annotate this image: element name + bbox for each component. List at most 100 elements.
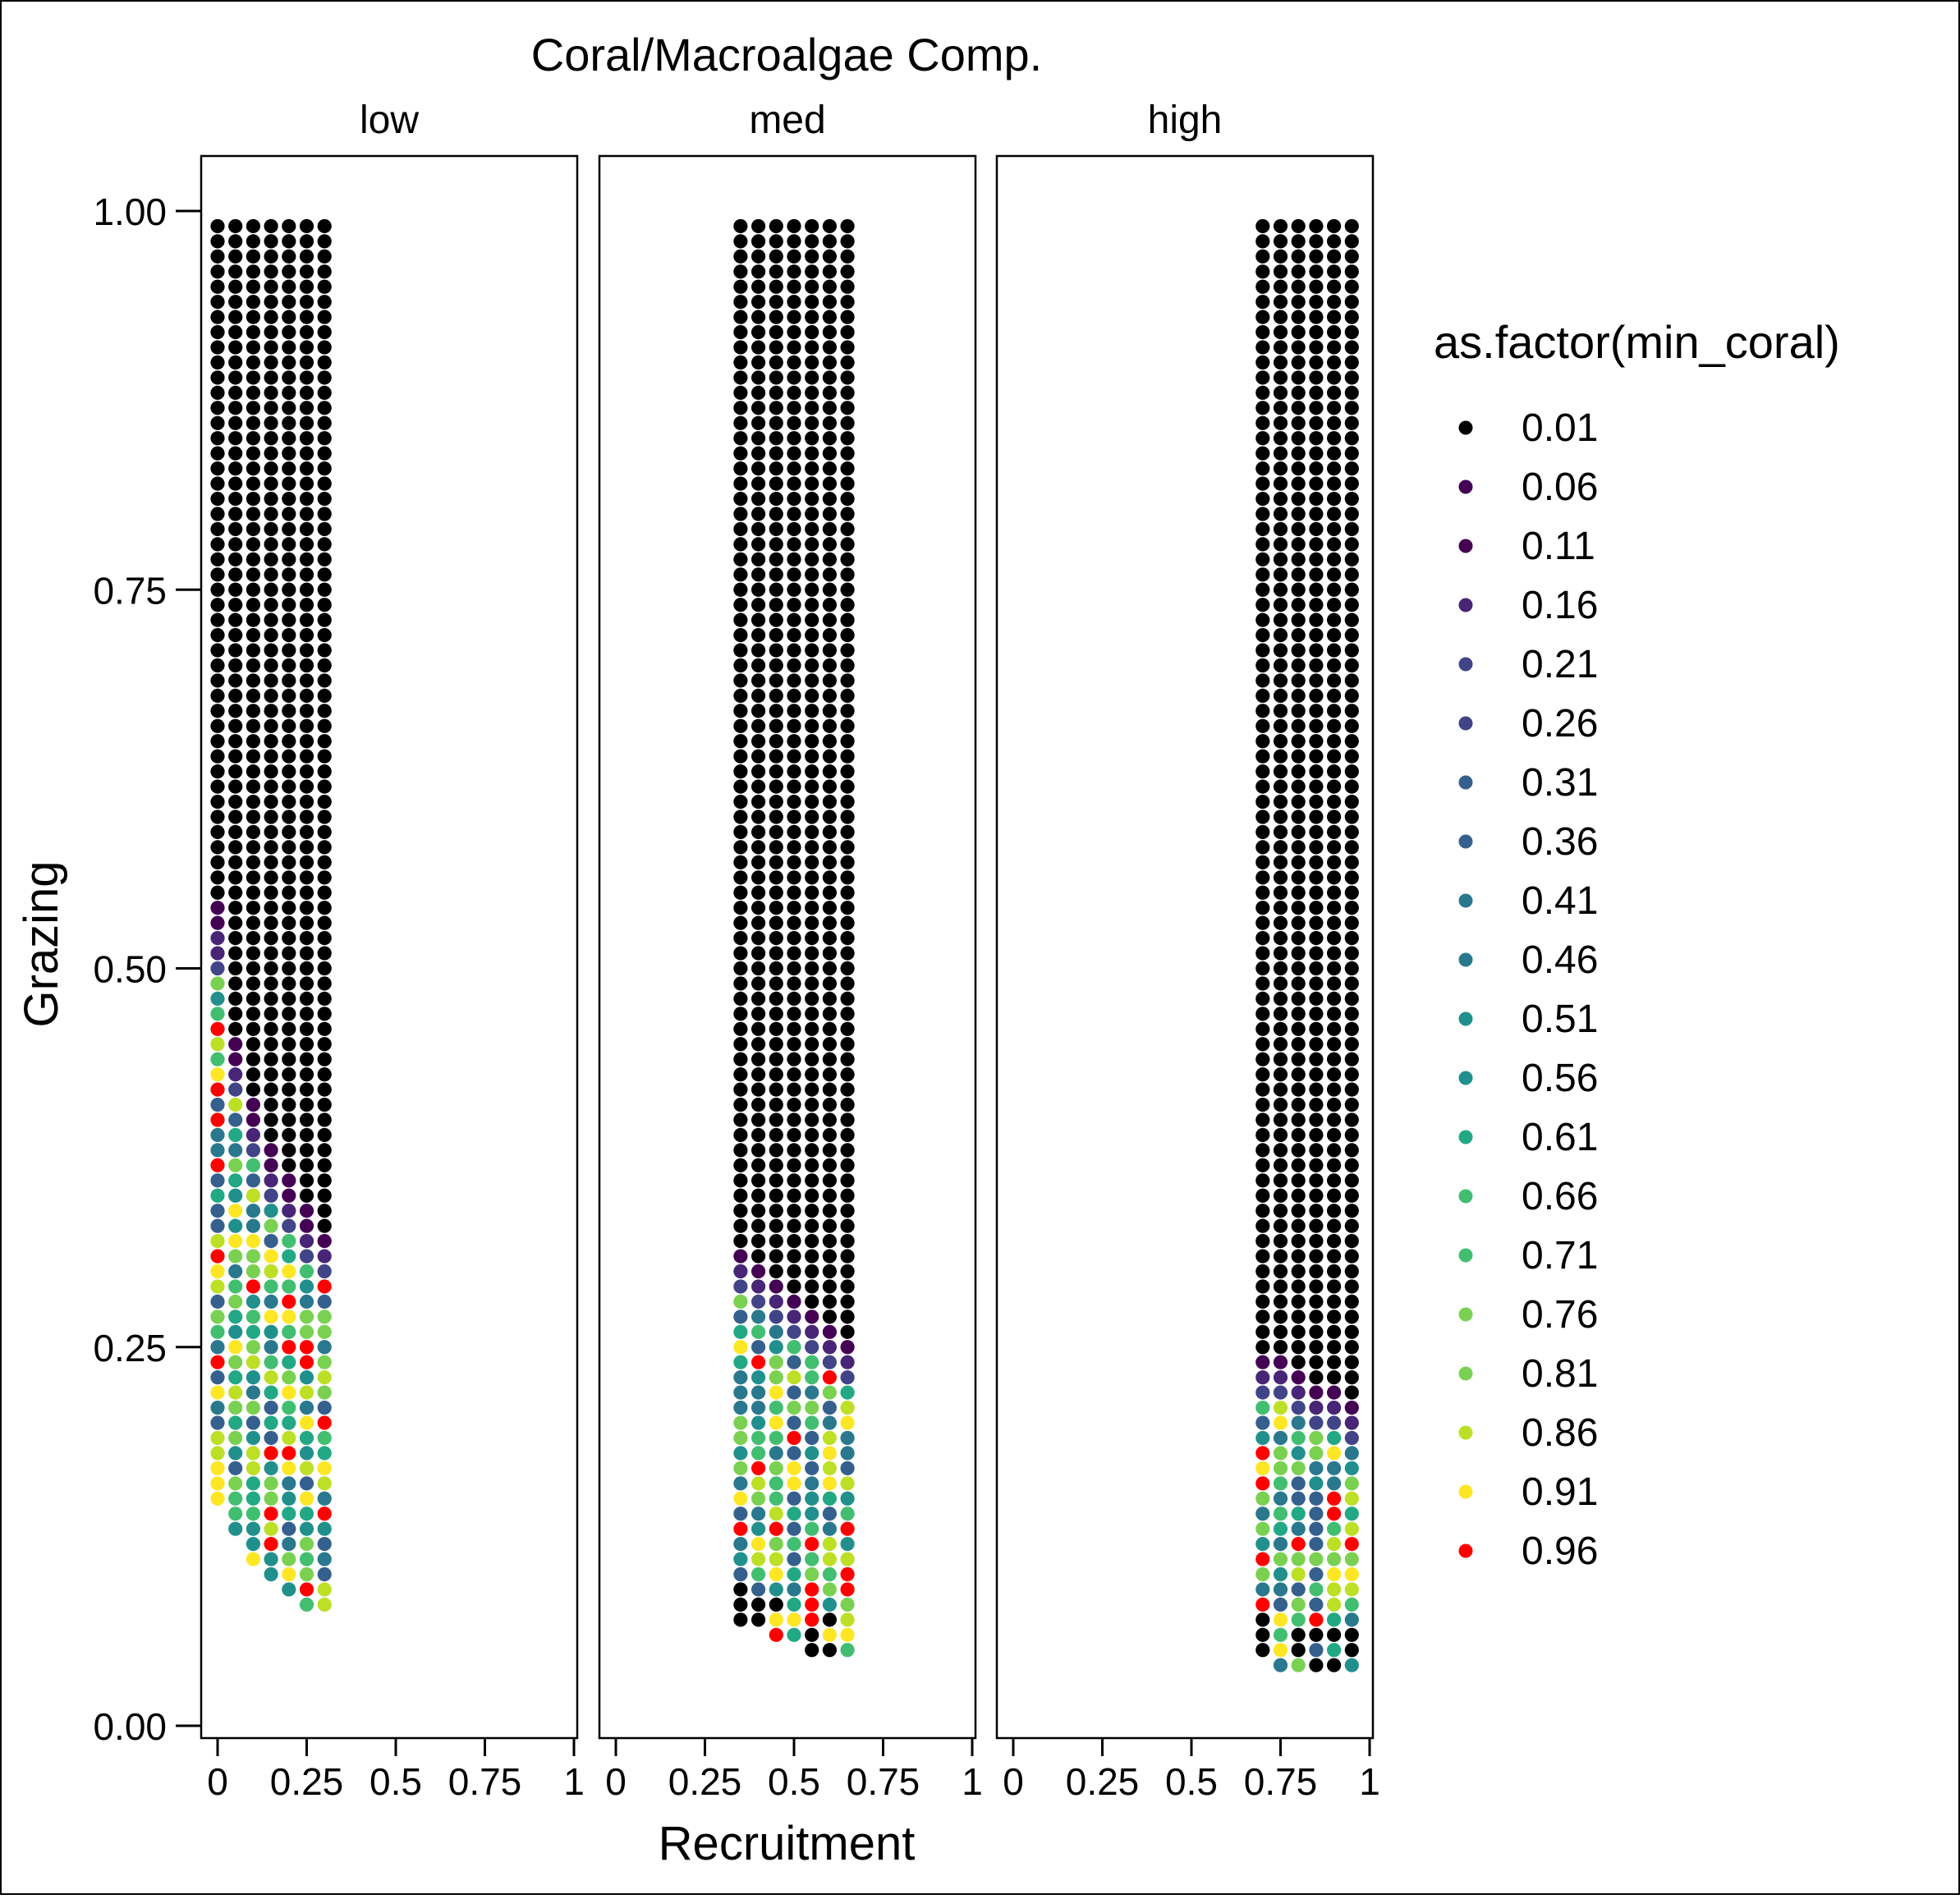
data-point [822, 734, 838, 749]
data-point [787, 1112, 801, 1127]
data-point [282, 1234, 296, 1249]
data-point [282, 491, 296, 507]
data-point [317, 734, 332, 749]
legend-key [1458, 1366, 1473, 1381]
legend-key [1458, 1189, 1473, 1204]
data-point [1344, 1037, 1359, 1052]
data-point [1344, 1294, 1359, 1309]
data-point [1291, 1143, 1306, 1158]
data-point [264, 218, 278, 234]
data-point [1273, 1127, 1288, 1143]
data-point [1309, 567, 1324, 582]
data-point [822, 1461, 838, 1475]
data-point [769, 249, 783, 264]
data-point [210, 915, 225, 930]
x-tick-label: 0.75 [1244, 1760, 1318, 1803]
data-point [805, 264, 819, 279]
data-point [1255, 521, 1270, 537]
data-point [805, 855, 819, 869]
data-point [1327, 1340, 1342, 1355]
data-point [264, 1324, 278, 1339]
data-point [787, 643, 801, 658]
data-point [264, 1279, 278, 1294]
data-point [733, 673, 748, 688]
data-point [769, 1218, 783, 1233]
data-point [246, 901, 260, 915]
data-point [210, 976, 225, 991]
data-point [840, 355, 855, 370]
data-point [299, 1218, 314, 1233]
data-point [1327, 1158, 1342, 1172]
data-point [246, 658, 260, 673]
data-point [210, 476, 225, 491]
data-point [246, 537, 260, 552]
data-point [787, 1007, 801, 1021]
data-point [1309, 1355, 1324, 1369]
data-point [299, 521, 314, 537]
data-point [1255, 476, 1270, 491]
data-point [1273, 1007, 1288, 1021]
data-point [299, 976, 314, 991]
data-point [769, 1173, 783, 1188]
data-point [840, 1007, 855, 1021]
data-point [733, 688, 748, 704]
data-point [1344, 1097, 1359, 1112]
data-point [246, 1037, 260, 1052]
data-point [210, 567, 225, 582]
data-point [840, 794, 855, 810]
data-point [1255, 718, 1270, 733]
data-point [264, 704, 278, 718]
data-point [751, 1112, 766, 1127]
data-point [282, 658, 296, 673]
legend-label: 0.06 [1522, 466, 1598, 509]
data-point [1309, 1112, 1324, 1127]
data-point [840, 1218, 855, 1233]
data-point [210, 643, 225, 658]
data-point [787, 658, 801, 673]
data-point [822, 1310, 838, 1324]
data-point [1327, 794, 1342, 810]
data-point [805, 1052, 819, 1066]
data-point [733, 385, 748, 400]
data-point [1291, 1021, 1306, 1036]
data-point [840, 415, 855, 430]
data-point [769, 279, 783, 294]
data-point [1309, 946, 1324, 961]
data-point [299, 264, 314, 279]
data-point [246, 552, 260, 566]
data-point [264, 1188, 278, 1203]
data-point [228, 824, 243, 840]
data-point [733, 1067, 748, 1082]
data-point [1291, 855, 1306, 869]
data-point [317, 279, 332, 294]
data-point [1255, 401, 1270, 415]
data-point [282, 749, 296, 764]
data-point [264, 885, 278, 900]
data-point [733, 840, 748, 855]
data-point [246, 1234, 260, 1249]
data-point [769, 764, 783, 779]
data-point [787, 401, 801, 415]
data-point [840, 1158, 855, 1172]
data-point [822, 295, 838, 310]
data-point [1309, 401, 1324, 415]
data-point [1327, 1052, 1342, 1066]
data-point [210, 870, 225, 885]
data-point [1327, 415, 1342, 430]
data-point [840, 643, 855, 658]
data-point [228, 991, 243, 1006]
data-point [822, 704, 838, 718]
data-point [787, 1461, 801, 1475]
data-point [769, 810, 783, 824]
data-point [264, 582, 278, 597]
data-point [787, 991, 801, 1006]
data-point [317, 234, 332, 249]
data-point [1344, 310, 1359, 324]
data-point [840, 1552, 855, 1566]
data-point [1344, 552, 1359, 566]
data-point [299, 310, 314, 324]
data-point [228, 355, 243, 370]
data-point [805, 1067, 819, 1082]
data-point [751, 446, 766, 461]
data-point [822, 1612, 838, 1627]
